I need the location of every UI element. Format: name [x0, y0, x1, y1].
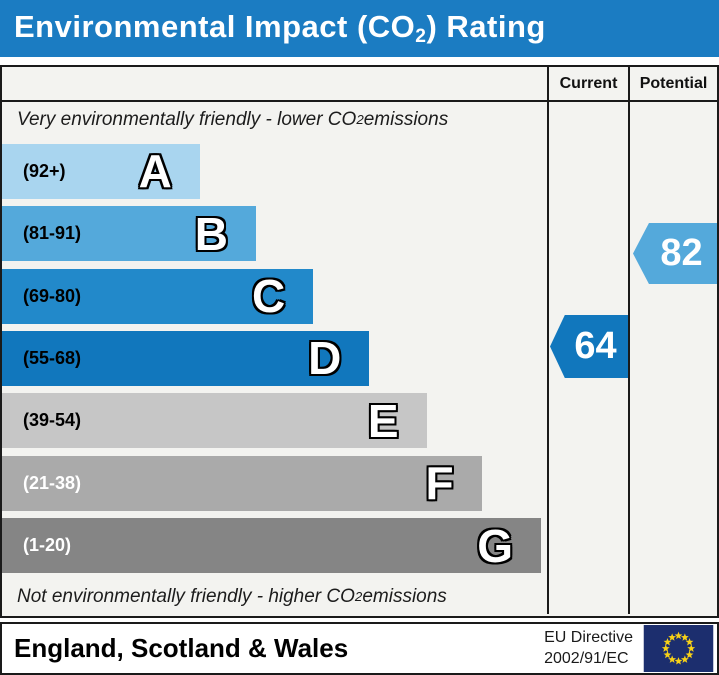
current-rating-value: 64	[574, 325, 617, 367]
footer: England, Scotland & Wales EU Directive 2…	[0, 622, 719, 675]
band-f-range-label: (21-38)	[23, 472, 82, 493]
title-subscript: 2	[415, 25, 427, 47]
band-c-range-label: (69-80)	[23, 285, 82, 306]
band-g-bar: (1-20) G	[2, 518, 541, 574]
eu-directive-line2: 2002/91/EC	[544, 649, 629, 667]
potential-column: 82	[628, 102, 717, 614]
band-f-bar: (21-38) F	[2, 455, 482, 511]
bands-column: Very environmentally friendly - lower CO…	[2, 102, 547, 614]
eu-flag-icon	[643, 625, 714, 672]
band-row-c: (69-80) C	[2, 265, 547, 327]
band-row-d: (55-68) D	[2, 327, 547, 389]
column-header-potential: Potential	[628, 67, 717, 100]
band-c-bar: (69-80) C	[2, 268, 314, 324]
region-label: England, Scotland & Wales	[14, 633, 349, 663]
eu-directive-line1: EU Directive	[544, 628, 633, 646]
band-a-letter: A	[138, 145, 172, 198]
top-note: Very environmentally friendly - lower CO…	[17, 108, 449, 130]
potential-rating-tag: 82	[633, 223, 717, 284]
band-row-f: (21-38) F	[2, 452, 547, 514]
band-e-letter: E	[367, 394, 399, 447]
current-rating-tag: 64	[550, 315, 628, 378]
band-row-g: (1-20) G	[2, 515, 547, 577]
current-column: 64	[547, 102, 628, 614]
bottom-note: Not environmentally friendly - higher CO…	[17, 585, 447, 607]
table-header-row: Current Potential	[2, 67, 717, 102]
band-a-bar: (92+) A	[2, 143, 200, 199]
band-d-letter: D	[308, 332, 342, 385]
band-f-letter: F	[425, 457, 454, 510]
band-a-range-label: (92+)	[23, 160, 66, 181]
rating-bands: (92+) A (81-91) B (69-80) C	[2, 137, 547, 579]
band-e-range-label: (39-54)	[23, 410, 82, 431]
band-row-a: (92+) A	[2, 140, 547, 202]
band-row-e: (39-54) E	[2, 390, 547, 452]
table-body-row: Very environmentally friendly - lower CO…	[2, 102, 717, 614]
potential-rating-value: 82	[660, 232, 703, 274]
band-b-bar: (81-91) B	[2, 206, 256, 262]
eu-directive-text: EU Directive 2002/91/EC	[544, 628, 643, 670]
band-g-letter: G	[477, 519, 513, 572]
band-d-range-label: (55-68)	[23, 347, 82, 368]
header-spacer	[2, 67, 547, 100]
title-bar: Environmental Impact (CO2) Rating	[0, 0, 719, 57]
band-c-letter: C	[251, 270, 286, 323]
band-b-letter: B	[194, 207, 228, 260]
page-title: Environmental Impact (CO2) Rating	[14, 9, 546, 47]
band-d-bar: (55-68) D	[2, 330, 370, 386]
column-header-current: Current	[547, 67, 628, 100]
band-g-range-label: (1-20)	[23, 535, 72, 556]
band-b-range-label: (81-91)	[23, 223, 82, 244]
band-e-bar: (39-54) E	[2, 393, 427, 449]
rating-table: Current Potential Very environmentally f…	[0, 65, 719, 618]
band-row-b: (81-91) B	[2, 202, 547, 264]
